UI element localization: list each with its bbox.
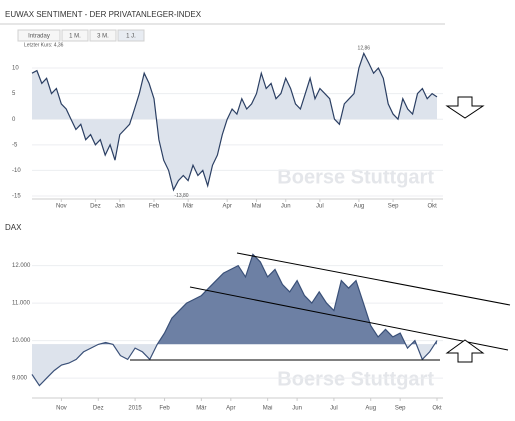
range-button[interactable] (117, 29, 145, 42)
x-tick-label: Mär (183, 204, 193, 210)
x-tick-label: Mai (263, 406, 273, 412)
x-tick-label: Dez (93, 406, 104, 412)
watermark: Boerse Stuttgart (277, 368, 434, 390)
x-tick-label: Nov (56, 204, 67, 210)
y-tick-label: 0 (12, 117, 16, 123)
range-button[interactable] (17, 29, 61, 42)
range-button-label[interactable]: 3 M. (97, 34, 109, 40)
x-tick-label: Feb (159, 406, 170, 412)
x-tick-label: Dez (90, 204, 101, 210)
min-label: -13,80 (174, 193, 188, 199)
y-tick-label: 9.000 (12, 376, 28, 382)
range-button-label[interactable]: Intraday (28, 34, 50, 40)
y-tick-label: 11.000 (12, 301, 31, 307)
trend-line (189, 286, 509, 351)
x-tick-label: Mai (252, 204, 262, 210)
x-tick-label: Jul (316, 204, 324, 210)
max-label: 12,86 (358, 46, 371, 52)
line (31, 51, 438, 192)
y-tick-label: -15 (12, 194, 21, 200)
x-tick-label: Feb (149, 204, 160, 210)
x-tick-label: Jan (115, 204, 125, 210)
trend-line (236, 252, 511, 306)
y-tick-label: 5 (12, 91, 16, 97)
x-tick-label: Okt (427, 204, 437, 210)
x-tick-label: Aug (365, 406, 376, 412)
chart-title: DAX (5, 223, 22, 232)
x-tick-label: Sep (388, 204, 399, 210)
down-arrow (445, 96, 485, 119)
x-tick-label: Jun (292, 406, 302, 412)
area-fill-above (32, 254, 437, 345)
x-tick-label: Sep (395, 406, 406, 412)
x-tick-label: Aug (354, 204, 365, 210)
x-tick-label: Nov (56, 406, 67, 412)
range-button[interactable] (61, 29, 89, 42)
area-fill-below (71, 119, 341, 190)
x-tick-label: Apr (223, 204, 232, 210)
y-tick-label: 10 (12, 66, 19, 72)
y-tick-label: 10.000 (12, 338, 31, 344)
x-tick-label: Mär (196, 406, 206, 412)
line (31, 253, 438, 387)
watermark: Boerse Stuttgart (277, 166, 434, 188)
y-tick-label: -10 (12, 168, 21, 174)
range-button-label[interactable]: 1 M. (69, 34, 81, 40)
x-tick-label: 2015 (128, 406, 142, 412)
x-tick-label: Jun (281, 204, 291, 210)
area-fill-below (32, 344, 437, 386)
y-tick-label: 12.000 (12, 263, 31, 269)
up-arrow (445, 339, 485, 363)
range-button[interactable] (89, 29, 117, 42)
chart-title: EUWAX SENTIMENT - DER PRIVATANLEGER-INDE… (5, 10, 202, 19)
y-tick-label: -5 (12, 142, 18, 148)
last-price: Letzter Kurs: 4,36 (24, 42, 64, 48)
x-tick-label: Apr (226, 406, 235, 412)
range-button-label[interactable]: 1 J. (126, 34, 136, 40)
x-tick-label: Jul (330, 406, 338, 412)
x-tick-label: Okt (432, 406, 442, 412)
